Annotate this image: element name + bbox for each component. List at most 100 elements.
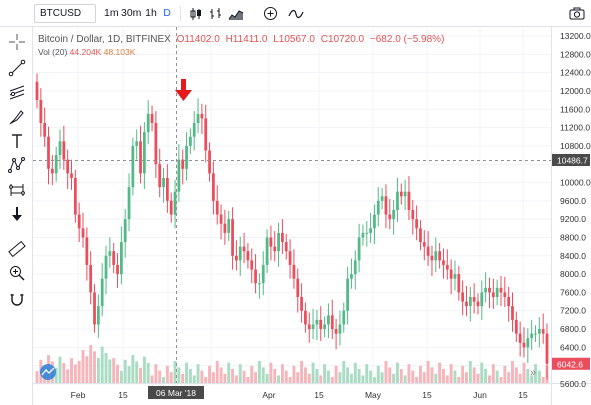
magnet-icon[interactable]: [7, 289, 27, 309]
volume-bar: [296, 372, 300, 383]
volume-bar: [135, 361, 139, 383]
candle: [277, 232, 280, 252]
prediction-icon[interactable]: [7, 180, 27, 200]
candle: [154, 123, 158, 165]
candle: [123, 219, 127, 243]
ruler-icon[interactable]: [7, 239, 27, 259]
candle: [158, 164, 162, 188]
candle: [100, 278, 104, 307]
volume-bar: [376, 365, 380, 383]
volume-value: 44.204K: [69, 47, 102, 57]
brush-icon[interactable]: [7, 107, 27, 127]
legend-high: H11411.0: [225, 34, 268, 45]
candle: [119, 242, 123, 275]
arrow-down-icon[interactable]: [7, 204, 27, 224]
candle: [426, 246, 430, 256]
text-icon[interactable]: [7, 131, 27, 151]
price-chart[interactable]: 13200.0 12800.0 12400.0 12000.0 11600.0 11200…: [33, 27, 591, 405]
interval-30m[interactable]: 30m: [121, 7, 142, 19]
volume-bar: [311, 362, 315, 383]
volume-bar: [346, 367, 350, 383]
volume-bar: [93, 351, 96, 383]
crosshair-price-label: 10486.7: [557, 156, 588, 166]
volume-bar: [219, 367, 223, 383]
candle: [139, 141, 142, 174]
candle: [357, 237, 361, 261]
volume-bar: [438, 362, 442, 383]
candle: [250, 260, 254, 270]
volume-bar: [100, 346, 104, 383]
interval-1h[interactable]: 1h: [145, 7, 157, 19]
candle: [50, 168, 54, 174]
candle: [165, 177, 169, 201]
volume-bar: [208, 365, 212, 383]
volume-bar: [388, 367, 392, 383]
bar-style-icon[interactable]: [209, 7, 223, 21]
volume-bar: [472, 367, 476, 383]
candle: [530, 333, 534, 339]
volume-bar: [407, 364, 411, 383]
price-tick-label: 6800.0: [560, 324, 586, 334]
volume-bar: [288, 377, 292, 383]
crosshair-date-label: 06 Mar '18: [156, 388, 196, 398]
camera-icon[interactable]: [569, 7, 585, 20]
volume-bar: [514, 367, 518, 383]
time-tick-label: 15: [314, 390, 324, 400]
volume-bar: [73, 364, 77, 383]
volume-bar: [434, 373, 438, 383]
scroll-right-icon[interactable]: »: [530, 367, 536, 379]
legend-change: −682.0 (−5.98%): [369, 34, 445, 45]
candle: [315, 319, 319, 325]
volume-bar: [257, 361, 261, 383]
candle: [346, 278, 349, 311]
trend-line-icon[interactable]: [7, 58, 27, 78]
candle: [468, 297, 472, 307]
candle: [392, 210, 395, 220]
add-indicator-icon[interactable]: [263, 6, 278, 21]
candle: [47, 136, 50, 169]
candles-icon[interactable]: [189, 7, 203, 21]
candle: [526, 338, 530, 348]
volume-bar: [123, 359, 127, 383]
candle: [66, 159, 70, 174]
legend-low: L10567.0: [273, 34, 315, 45]
crosshair-icon[interactable]: [7, 32, 27, 52]
candle: [445, 264, 449, 270]
volume-bar: [372, 377, 376, 383]
candle: [227, 219, 231, 233]
interval-1m[interactable]: 1m: [104, 7, 119, 19]
candle: [70, 173, 73, 178]
volume-bar: [468, 361, 472, 383]
candle: [465, 301, 468, 307]
volume-bar: [541, 377, 545, 383]
area-chart-icon[interactable]: [228, 7, 244, 21]
pitchfork-icon[interactable]: [7, 83, 27, 103]
candle: [380, 196, 384, 201]
candle: [131, 145, 135, 188]
volume-bar: [534, 364, 537, 383]
arrow-annotation-head: [175, 90, 192, 101]
candle: [142, 132, 146, 174]
pattern-icon[interactable]: [7, 155, 27, 175]
volume-bar: [192, 375, 196, 383]
candle: [200, 113, 204, 119]
crosshair-price-box: [552, 154, 590, 166]
candle: [491, 292, 495, 297]
symbol-search[interactable]: BTCUSD: [34, 4, 96, 23]
volume-bar: [507, 372, 511, 383]
interval-d[interactable]: D: [163, 7, 171, 19]
candle: [541, 329, 545, 334]
arrow-annotation-icon: [181, 79, 186, 93]
volume-bar: [177, 367, 181, 383]
candle: [323, 324, 326, 330]
chart-pane[interactable]: 13200.0 12800.0 12400.0 12000.0 11600.0 11200…: [33, 27, 591, 405]
candle: [353, 260, 357, 275]
volume-bar: [342, 361, 346, 383]
candle: [215, 200, 219, 215]
candle: [484, 287, 488, 293]
volume-bar: [330, 377, 334, 383]
candle: [169, 200, 173, 215]
zoom-in-icon[interactable]: [7, 263, 27, 283]
compare-icon[interactable]: [288, 7, 304, 21]
volume-bar: [85, 356, 89, 383]
